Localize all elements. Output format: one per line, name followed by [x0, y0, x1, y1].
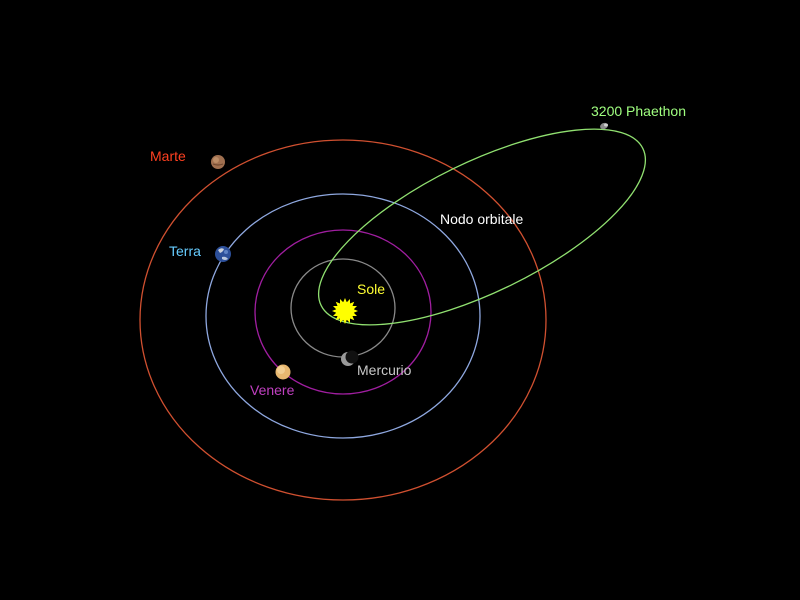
phaethon-label: 3200 Phaethon	[591, 103, 686, 119]
venus-icon	[275, 364, 291, 380]
venus-orbit	[254, 229, 432, 395]
phaethon-icon	[600, 122, 608, 130]
earth-icon	[215, 246, 231, 262]
sun-label: Sole	[357, 281, 385, 297]
mars-label: Marte	[150, 148, 186, 164]
mars-icon	[211, 155, 225, 169]
mars-orbit	[139, 139, 547, 501]
orbital-node-label: Nodo orbitale	[440, 211, 523, 227]
mercury-icon	[341, 350, 359, 366]
venus-label: Venere	[250, 382, 295, 398]
earth-label: Terra	[169, 243, 201, 259]
mercury-label: Mercurio	[357, 362, 412, 378]
phaethon-orbit	[317, 128, 647, 326]
earth-orbit	[205, 193, 481, 439]
sun-icon	[332, 298, 358, 324]
